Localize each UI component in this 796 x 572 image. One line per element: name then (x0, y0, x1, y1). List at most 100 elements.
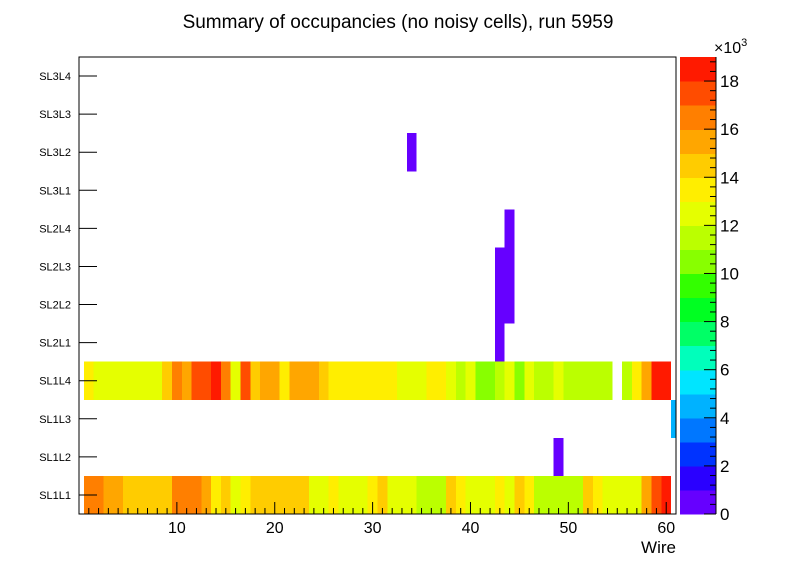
y-tick-label: SL2L2 (39, 300, 71, 312)
palette-color-band (680, 105, 716, 130)
heatmap-cell (465, 475, 476, 514)
color-tick-label: 12 (720, 216, 739, 235)
heatmap-cell (328, 475, 339, 514)
heatmap-cell (367, 361, 378, 400)
color-palette-bar (680, 57, 716, 515)
heatmap-cell (631, 475, 642, 514)
heatmap-cell (152, 475, 163, 514)
heatmap-cell (583, 475, 593, 514)
heatmap-cell (387, 361, 398, 400)
heatmap-cell (338, 475, 349, 514)
x-tick-label: 20 (266, 520, 284, 537)
heatmap-cell (494, 247, 505, 286)
palette-color-band (680, 153, 716, 178)
heatmap-cell (446, 361, 456, 400)
palette-color-band (680, 489, 716, 515)
color-tick-label: 8 (720, 313, 729, 332)
heatmap-cell (504, 247, 515, 286)
heatmap-cell (240, 475, 251, 514)
heatmap-cell (494, 323, 505, 362)
heatmap-cell (504, 209, 515, 248)
x-axis: 10 20 30 40 50 60 (88, 502, 675, 537)
heatmap-cell (348, 475, 358, 514)
heatmap-cell (622, 475, 632, 514)
x-axis-label: Wire (641, 538, 676, 557)
palette-color-band (680, 129, 716, 154)
heatmap-cell (162, 475, 172, 514)
heatmap-cell (123, 361, 133, 400)
heatmap-cell (152, 361, 163, 400)
y-tick-label: SL3L4 (39, 71, 71, 83)
heatmap-cell (641, 361, 652, 400)
heatmap-cell (563, 361, 574, 400)
heatmap-cell (631, 361, 642, 400)
heatmap-cell (348, 361, 358, 400)
plot-frame (78, 56, 677, 515)
heatmap-cell (397, 361, 407, 400)
heatmap-cell (250, 361, 261, 400)
palette-color-band (680, 273, 716, 299)
heatmap-cell (494, 285, 505, 324)
heatmap-cell (397, 475, 407, 514)
heatmap-cell (641, 475, 652, 514)
heatmap-cell (308, 475, 319, 514)
heatmap-cell (573, 475, 584, 514)
heatmap-cell (230, 475, 241, 514)
heatmap-cell (357, 475, 368, 514)
heatmap-cell (289, 361, 300, 400)
heatmap-cell (651, 475, 662, 514)
palette-color-band (680, 249, 716, 275)
multiplier-base: ×10 (714, 40, 741, 57)
heatmap-cell (416, 361, 427, 400)
color-tick-label: 14 (720, 168, 739, 187)
y-tick-label: SL1L1 (39, 490, 71, 502)
multiplier-exponent: 3 (741, 37, 747, 49)
heatmap-cell (671, 399, 676, 438)
y-tick-label: SL2L3 (39, 261, 71, 273)
heatmap-cell (142, 361, 153, 400)
heatmap-cell (250, 475, 261, 514)
color-tick-label: 4 (720, 409, 729, 428)
heatmap-cell (211, 361, 221, 400)
y-tick-label: SL2L4 (39, 223, 71, 235)
heatmap-cell (171, 361, 182, 400)
heatmap-cell (465, 361, 476, 400)
palette-color-band (680, 321, 716, 347)
heatmap-cell (661, 361, 672, 400)
heatmap-cell (524, 361, 535, 400)
heatmap-cell (455, 361, 466, 400)
heatmap-cell (553, 361, 564, 400)
heatmap-cell (602, 361, 613, 400)
heatmap-cell (504, 475, 515, 514)
palette-color-band (680, 177, 716, 202)
chart-title: Summary of occupancies (no noisy cells),… (183, 12, 614, 33)
y-tick-label: SL3L1 (39, 185, 71, 197)
palette-color-band (680, 297, 716, 323)
heatmap-cell (318, 475, 329, 514)
heatmap-cell (299, 361, 309, 400)
heatmap-cell (406, 133, 417, 172)
heatmap-cell (299, 475, 309, 514)
heatmap-cell (103, 475, 114, 514)
heatmap-cell (93, 361, 104, 400)
x-tick-label: 50 (559, 520, 577, 537)
heatmap-cell (142, 475, 153, 514)
color-tick-label: 0 (720, 505, 729, 524)
heatmap-cell (514, 361, 525, 400)
heatmap-cell (328, 361, 339, 400)
palette-color-band (680, 441, 716, 467)
y-tick-label: SL1L3 (39, 414, 71, 426)
heatmap-cell (602, 475, 613, 514)
heatmap-cell (612, 475, 623, 514)
x-tick-label: 60 (657, 520, 675, 537)
heatmap-cell (377, 361, 388, 400)
heatmap-cell (201, 361, 212, 400)
heatmap-cell (504, 285, 515, 324)
palette-color-band (680, 369, 716, 395)
palette-color-band (680, 81, 716, 106)
y-tick-label: SL3L3 (39, 109, 71, 121)
x-tick-label: 30 (364, 520, 382, 537)
heatmap-cell (191, 361, 202, 400)
heatmap-cell (132, 361, 143, 400)
